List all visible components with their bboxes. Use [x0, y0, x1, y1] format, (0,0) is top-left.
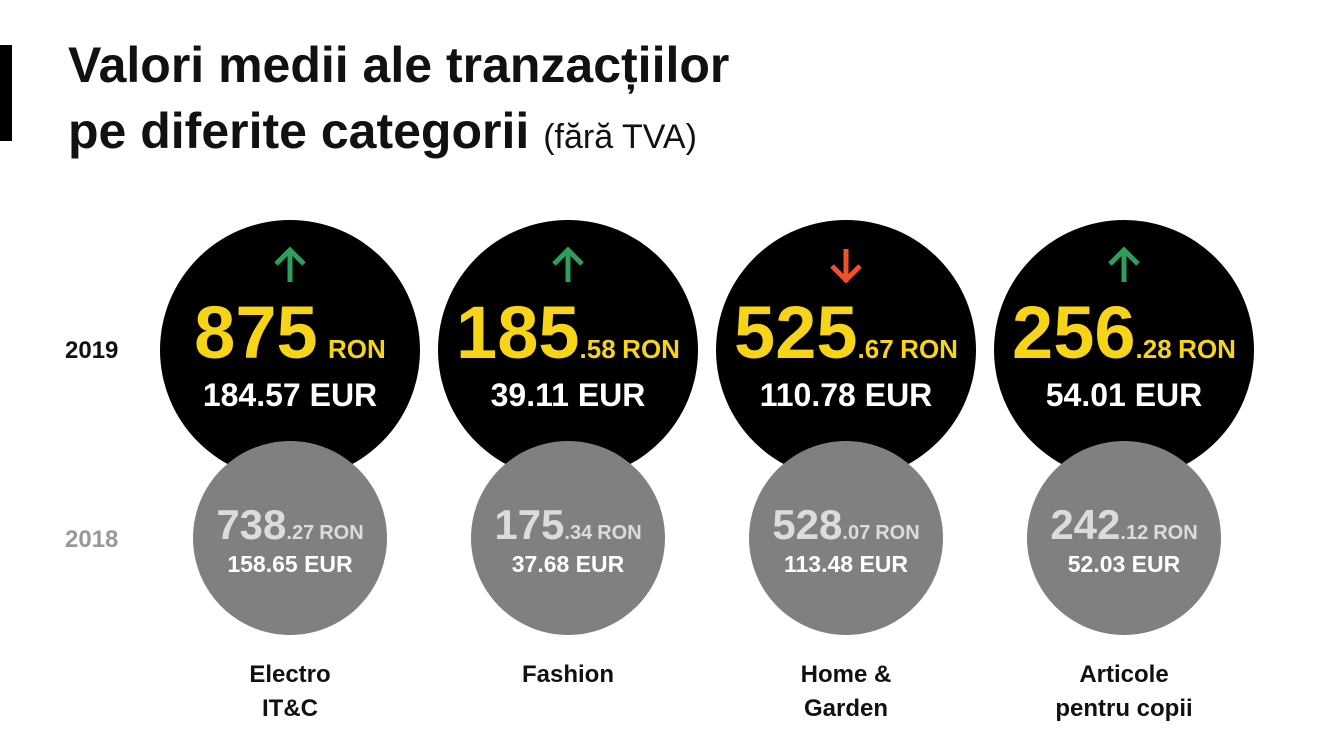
ron-integer: 525 [734, 291, 857, 374]
ron-integer: 256 [1012, 291, 1135, 374]
circle-2018 [749, 441, 943, 635]
circle-2019 [160, 220, 420, 480]
category-label: pentru copii [1055, 695, 1192, 722]
eur-value: 54.01 EUR [1046, 377, 1203, 413]
ron-decimals: .12 [1120, 522, 1148, 544]
currency: RON [328, 334, 386, 364]
title-line-2: pe diferite categorii (fără TVA) [68, 103, 697, 159]
ron-integer: 185 [456, 291, 579, 374]
currency: RON [622, 334, 680, 364]
trend-arrow-head [274, 246, 306, 266]
ron-value: 242.12 RON [1050, 501, 1197, 548]
category-label: Home & [801, 661, 892, 688]
eur-value: 39.11 EUR [491, 377, 646, 413]
category-label: IT&C [262, 695, 318, 722]
year-label: 2018 [65, 526, 118, 553]
ron-decimals: .67 [858, 334, 894, 364]
ron-value: 528.07 RON [772, 501, 919, 548]
title-line-1: Valori medii ale tranzacțiilor [68, 37, 729, 93]
circle-2019 [438, 220, 698, 480]
eur-value: 184.57 EUR [203, 377, 377, 413]
eur-value: 158.65 EUR [227, 551, 353, 577]
currency: RON [875, 522, 919, 544]
currency: RON [1153, 522, 1197, 544]
currency: RON [319, 522, 363, 544]
ron-integer: 875 [194, 291, 317, 374]
ron-value: 525.67 RON [734, 291, 958, 374]
currency: RON [597, 522, 641, 544]
eur-value: 110.78 EUR [760, 377, 933, 413]
ron-integer: 242 [1050, 501, 1120, 548]
ron-decimals: .28 [1136, 334, 1172, 364]
eur-value: 37.68 EUR [512, 551, 625, 577]
title-line-2-main: pe diferite categorii [68, 103, 529, 159]
ron-integer: 528 [772, 501, 842, 548]
ron-integer: 175 [494, 501, 564, 548]
circle-2018 [1027, 441, 1221, 635]
trend-arrow-head [830, 264, 862, 284]
ron-value: 185.58 RON [456, 291, 680, 374]
ron-value: 175.34 RON [494, 501, 641, 548]
category-label: Articole [1079, 661, 1168, 688]
circle-2018 [193, 441, 387, 635]
ron-value: 738.27 RON [216, 501, 363, 548]
trend-arrow-head [552, 246, 584, 266]
category-label: Garden [804, 695, 888, 722]
currency: RON [900, 334, 958, 364]
circle-2019 [716, 220, 976, 480]
ron-decimals: .34 [564, 522, 593, 544]
ron-integer: 738 [216, 501, 286, 548]
circle-2018 [471, 441, 665, 635]
eur-value: 113.48 EUR [784, 551, 908, 577]
ron-decimals: .27 [286, 522, 314, 544]
eur-value: 52.03 EUR [1068, 551, 1181, 577]
circle-2019 [994, 220, 1254, 480]
ron-value: 875 RON [194, 291, 386, 374]
ron-decimals: .07 [842, 522, 870, 544]
title-note: (fără TVA) [543, 118, 697, 156]
year-label: 2019 [65, 337, 118, 364]
ron-value: 256.28 RON [1012, 291, 1236, 374]
category-label: Electro [249, 661, 330, 688]
currency: RON [1178, 334, 1236, 364]
trend-arrow-head [1108, 246, 1140, 266]
category-label: Fashion [522, 661, 614, 688]
accent-bar [0, 45, 12, 141]
ron-decimals: .58 [580, 334, 616, 364]
